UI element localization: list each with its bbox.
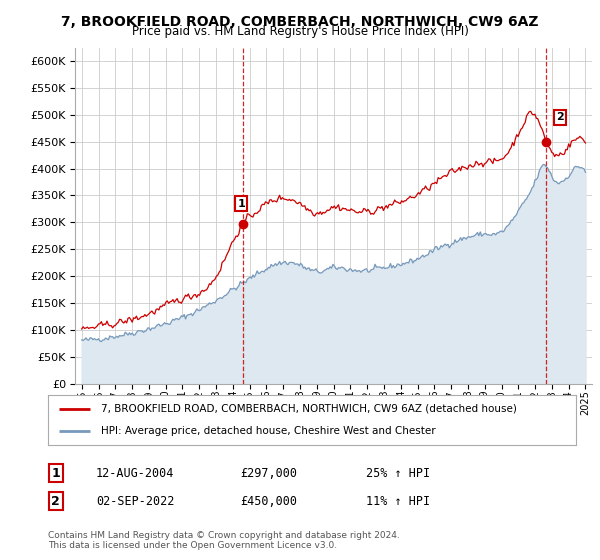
Text: 2: 2 — [52, 494, 60, 508]
Text: 1: 1 — [52, 466, 60, 480]
Text: £297,000: £297,000 — [240, 466, 297, 480]
Text: 2: 2 — [556, 113, 563, 123]
Text: 02-SEP-2022: 02-SEP-2022 — [96, 494, 175, 508]
Text: 7, BROOKFIELD ROAD, COMBERBACH, NORTHWICH, CW9 6AZ (detached house): 7, BROOKFIELD ROAD, COMBERBACH, NORTHWIC… — [101, 404, 517, 414]
Text: 1: 1 — [238, 198, 245, 208]
Text: 25% ↑ HPI: 25% ↑ HPI — [366, 466, 430, 480]
Text: 11% ↑ HPI: 11% ↑ HPI — [366, 494, 430, 508]
Text: Contains HM Land Registry data © Crown copyright and database right 2024.
This d: Contains HM Land Registry data © Crown c… — [48, 531, 400, 550]
Text: 7, BROOKFIELD ROAD, COMBERBACH, NORTHWICH, CW9 6AZ: 7, BROOKFIELD ROAD, COMBERBACH, NORTHWIC… — [61, 15, 539, 29]
Text: HPI: Average price, detached house, Cheshire West and Chester: HPI: Average price, detached house, Ches… — [101, 426, 436, 436]
Text: £450,000: £450,000 — [240, 494, 297, 508]
Text: 12-AUG-2004: 12-AUG-2004 — [96, 466, 175, 480]
Text: Price paid vs. HM Land Registry's House Price Index (HPI): Price paid vs. HM Land Registry's House … — [131, 25, 469, 38]
